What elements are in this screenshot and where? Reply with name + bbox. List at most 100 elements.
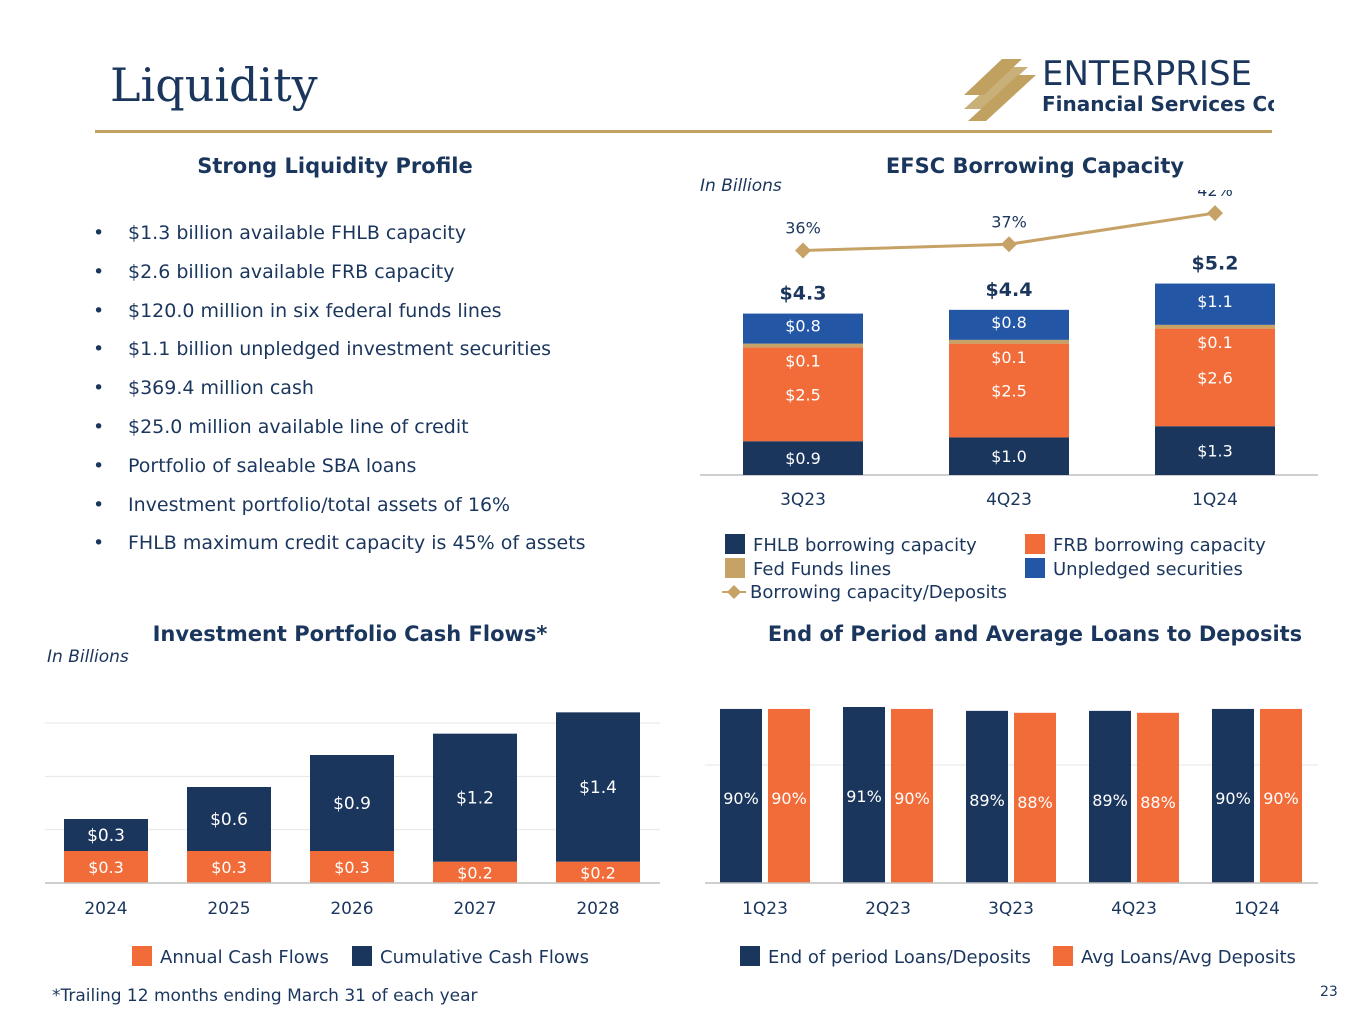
- loans-to-deposits-chart: 90% 90% 1Q23 91% 90% 2Q23 89% 88% 3Q23 89% 88% 4Q23…: [705, 707, 1318, 919]
- bullet-text: $369.4 million cash: [128, 377, 314, 400]
- legend-swatch-fed-funds: [725, 558, 745, 578]
- bar-average: [1137, 712, 1179, 883]
- bullet-text: $1.3 billion available FHLB capacity: [128, 222, 467, 244]
- data-label: $1.2: [456, 789, 494, 809]
- legend-cumulative: Cumulative Cash Flows: [352, 946, 589, 968]
- x-tick-label: 3Q23: [988, 899, 1034, 919]
- bar-cumulative-cash-flows: [187, 787, 271, 851]
- bullet-icon: •: [93, 415, 105, 438]
- liquidity-bullet-item: • Portfolio of saleable SBA loans: [93, 447, 653, 486]
- bar-frb-borrowing-capacity: [949, 343, 1069, 438]
- data-label: 89%: [969, 791, 1005, 810]
- bullet-icon: •: [93, 377, 105, 400]
- data-label: 88%: [1017, 793, 1053, 812]
- total-label: $4.3: [780, 283, 827, 305]
- legend-fhlb-label: FHLB borrowing capacity: [753, 535, 977, 556]
- bullet-icon: •: [93, 532, 105, 555]
- legend-avg: Avg Loans/Avg Deposits: [1053, 946, 1296, 968]
- liquidity-bullet-item: • $369.4 million cash: [93, 369, 653, 408]
- x-tick-label: 1Q24: [1192, 490, 1238, 510]
- legend-swatch-annual: [132, 946, 152, 966]
- liquidity-bullet-item: • $120.0 million in six federal funds lin…: [93, 292, 653, 331]
- svg-text:ENTERPRISE: ENTERPRISE: [1042, 55, 1252, 94]
- legend-swatch-cumulative: [352, 946, 372, 966]
- legend-fed-funds-label: Fed Funds lines: [753, 559, 892, 580]
- bullet-text: $2.6 billion available FRB capacity: [128, 260, 455, 283]
- legend-swatch-eop: [740, 946, 760, 966]
- bar-fhlb-borrowing-capacity: [949, 437, 1069, 475]
- legend-eop-label: End of period Loans/Deposits: [768, 947, 1031, 968]
- x-tick-label: 2024: [84, 899, 127, 919]
- data-label: 90%: [1215, 789, 1251, 808]
- bar-fed-funds-lines: [743, 343, 863, 348]
- legend-cumulative-label: Cumulative Cash Flows: [380, 947, 590, 968]
- legend-annual-label: Annual Cash Flows: [160, 947, 329, 968]
- x-tick-label: 2027: [453, 899, 496, 919]
- data-label: 90%: [771, 789, 807, 808]
- loans-chart-title: End of Period and Average Loans to Depos…: [767, 622, 1303, 646]
- bar-annual-cash-flows: [556, 861, 640, 883]
- legend-borrowing-ratio-label: Borrowing capacity/Deposits: [750, 582, 1007, 603]
- bullet-icon: •: [93, 222, 105, 244]
- legend-unpledged-label: Unpledged securities: [1053, 559, 1243, 580]
- bar-unpledged-securities: [743, 313, 863, 344]
- bullet-text: Portfolio of saleable SBA loans: [128, 454, 417, 477]
- ratio-label: 36%: [785, 218, 821, 237]
- data-label: $0.9: [785, 449, 821, 468]
- logo-mark-icon: ENTERPRISE Financial Services Corp: [964, 54, 1305, 121]
- cashflows-units-label: In Billions: [47, 647, 129, 667]
- bar-frb-borrowing-capacity: [743, 347, 863, 442]
- header-divider: [95, 130, 1272, 133]
- liquidity-bullet-list: • $1.3 billion available FHLB capacity • $2…: [93, 214, 653, 563]
- bullet-icon: •: [93, 299, 105, 322]
- page-number: 23: [1320, 984, 1338, 1000]
- bar-annual-cash-flows: [433, 861, 517, 883]
- data-label: $0.2: [457, 863, 493, 882]
- ratio-label: 42%: [1197, 190, 1233, 200]
- total-label: $5.2: [1192, 253, 1239, 275]
- bullet-icon: •: [93, 454, 105, 477]
- liquidity-bullet-item: • $1.3 billion available FHLB capacity: [93, 214, 653, 253]
- footnote: *Trailing 12 months ending March 31 of e…: [52, 986, 478, 1006]
- legend-frb: FRB borrowing capacity: [1025, 534, 1266, 556]
- data-label: $0.3: [211, 858, 247, 877]
- bar-fed-funds-lines: [1155, 324, 1275, 329]
- legend-frb-label: FRB borrowing capacity: [1053, 535, 1266, 556]
- bullet-icon: •: [93, 493, 105, 516]
- bar-unpledged-securities: [949, 309, 1069, 340]
- bar-unpledged-securities: [1155, 283, 1275, 325]
- bullet-text: $120.0 million in six federal funds line…: [128, 299, 502, 322]
- liquidity-bullet-item: • $2.6 billion available FRB capacity: [93, 253, 653, 292]
- data-label: $0.3: [334, 858, 370, 877]
- bullet-icon: •: [93, 260, 105, 283]
- investment-cashflows-chart: $0.3 $0.3 2024 $0.3 $0.6 2025 $0.3 $0.9 2026 $0.2…: [45, 712, 660, 919]
- data-label: $2.6: [1197, 368, 1233, 387]
- bar-cumulative-cash-flows: [433, 733, 517, 862]
- bar-fhlb-borrowing-capacity: [743, 441, 863, 475]
- bar-annual-cash-flows: [187, 851, 271, 883]
- data-label: $0.1: [785, 352, 821, 371]
- diamond-marker-icon: [722, 585, 746, 599]
- data-label: 90%: [1263, 789, 1299, 808]
- liquidity-bullet-item: • FHLB maximum credit capacity is 45% of …: [93, 524, 653, 563]
- borrowing-ratio-point: [1207, 205, 1223, 222]
- page-title: Liquidity: [110, 58, 318, 112]
- legend-eop: End of period Loans/Deposits: [740, 946, 1031, 968]
- bar-end-of-period: [1212, 708, 1254, 883]
- bar-annual-cash-flows: [64, 851, 148, 883]
- x-tick-label: 4Q23: [986, 490, 1032, 510]
- bar-fed-funds-lines: [949, 339, 1069, 344]
- data-label: $0.8: [785, 317, 821, 336]
- x-tick-label: 3Q23: [780, 490, 826, 510]
- data-label: $0.6: [210, 810, 248, 830]
- legend-avg-label: Avg Loans/Avg Deposits: [1081, 947, 1296, 968]
- legend-fed-funds: Fed Funds lines: [725, 558, 891, 580]
- x-tick-label: 2028: [576, 899, 619, 919]
- x-tick-label: 2025: [207, 899, 250, 919]
- legend-annual: Annual Cash Flows: [132, 946, 329, 968]
- bar-end-of-period: [843, 707, 885, 883]
- x-tick-label: 2Q23: [865, 899, 911, 919]
- data-label: 91%: [846, 787, 882, 806]
- company-logo: ENTERPRISE Financial Services Corp: [962, 54, 1305, 123]
- data-label: $2.5: [785, 385, 821, 404]
